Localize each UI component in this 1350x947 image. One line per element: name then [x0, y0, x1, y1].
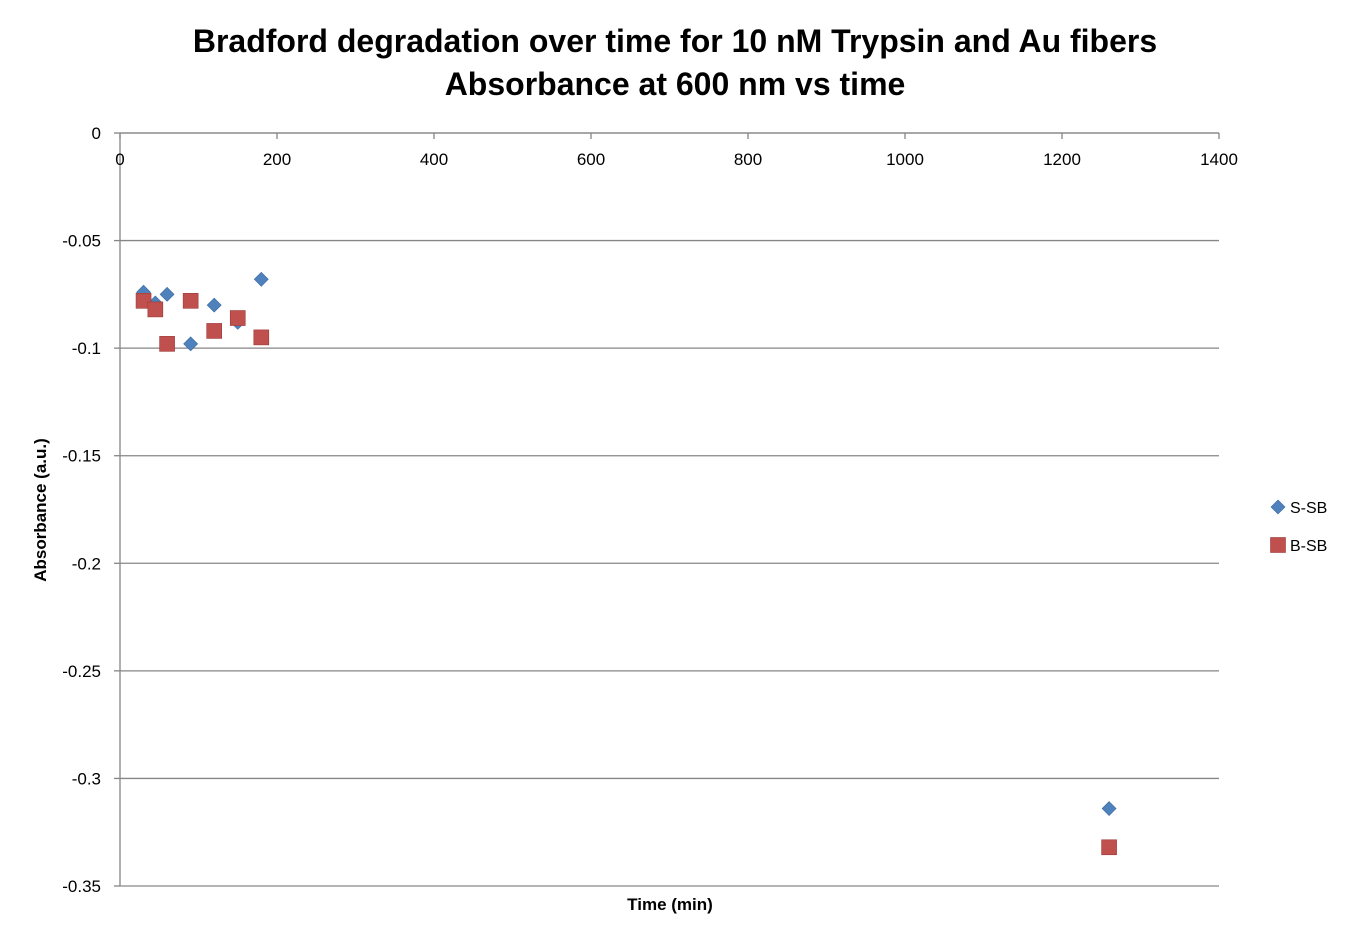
- legend-label-b-sb: B-SB: [1290, 538, 1327, 555]
- chart-title: Bradford degradation over time for 10 nM…: [193, 23, 1157, 102]
- y-tick-label: -0.35: [62, 877, 101, 896]
- y-tick-label: -0.05: [62, 232, 101, 251]
- legend-item-b-sb: B-SB: [1270, 537, 1327, 555]
- data-point-s-sb: [159, 286, 175, 302]
- y-axis-title: Absorbance (a.u.): [31, 438, 50, 582]
- y-tick-label: -0.1: [72, 339, 101, 358]
- legend: S-SB B-SB: [1270, 499, 1327, 555]
- series-b-sb-points: [135, 293, 1117, 856]
- y-tick-label: -0.3: [72, 769, 101, 788]
- y-tick-label: 0: [92, 124, 101, 143]
- x-axis-title: Time (min): [627, 895, 713, 914]
- series-s-sb-points: [136, 271, 1117, 816]
- data-point-b-sb: [229, 310, 246, 326]
- x-tick-label: 1400: [1200, 150, 1238, 169]
- data-point-b-sb: [159, 336, 175, 352]
- x-tick-label: 1200: [1043, 150, 1081, 169]
- x-tick-label: 400: [420, 150, 448, 169]
- data-point-s-sb: [206, 297, 222, 313]
- data-point-s-sb: [183, 336, 199, 352]
- chart-title-line-1: Bradford degradation over time for 10 nM…: [193, 23, 1157, 59]
- x-tick-label: 600: [577, 150, 605, 169]
- y-tick-label: -0.25: [62, 662, 101, 681]
- x-tick-label: 0: [115, 150, 124, 169]
- data-point-b-sb: [1101, 839, 1117, 856]
- data-point-s-sb: [1101, 801, 1117, 816]
- axes: [114, 132, 1220, 887]
- data-point-b-sb: [182, 293, 199, 309]
- y-tick-label: -0.15: [62, 447, 101, 466]
- y-tick-labels: 0 -0.05 -0.1 -0.15 -0.2 -0.25 -0.3 -0.35: [62, 124, 101, 896]
- legend-item-s-sb: S-SB: [1270, 499, 1327, 517]
- data-point-b-sb: [206, 323, 222, 339]
- gridlines: [120, 132, 1219, 887]
- x-tick-label: 1000: [886, 150, 924, 169]
- x-tick-labels: 0 200 400 600 800 1000 1200 1400: [115, 150, 1238, 169]
- y-tick-label: -0.2: [72, 554, 101, 573]
- x-tick-label: 800: [734, 150, 762, 169]
- data-point-b-sb: [253, 329, 270, 346]
- data-point-b-sb: [147, 301, 164, 318]
- data-point-s-sb: [253, 271, 269, 287]
- data-point-b-sb: [135, 293, 152, 309]
- chart-title-line-2: Absorbance at 600 nm vs time: [445, 66, 906, 102]
- data-points: [135, 271, 1117, 856]
- legend-label-s-sb: S-SB: [1290, 500, 1327, 517]
- legend-marker-b-sb: [1270, 537, 1286, 553]
- x-tick-label: 200: [263, 150, 291, 169]
- legend-marker-s-sb: [1270, 499, 1286, 515]
